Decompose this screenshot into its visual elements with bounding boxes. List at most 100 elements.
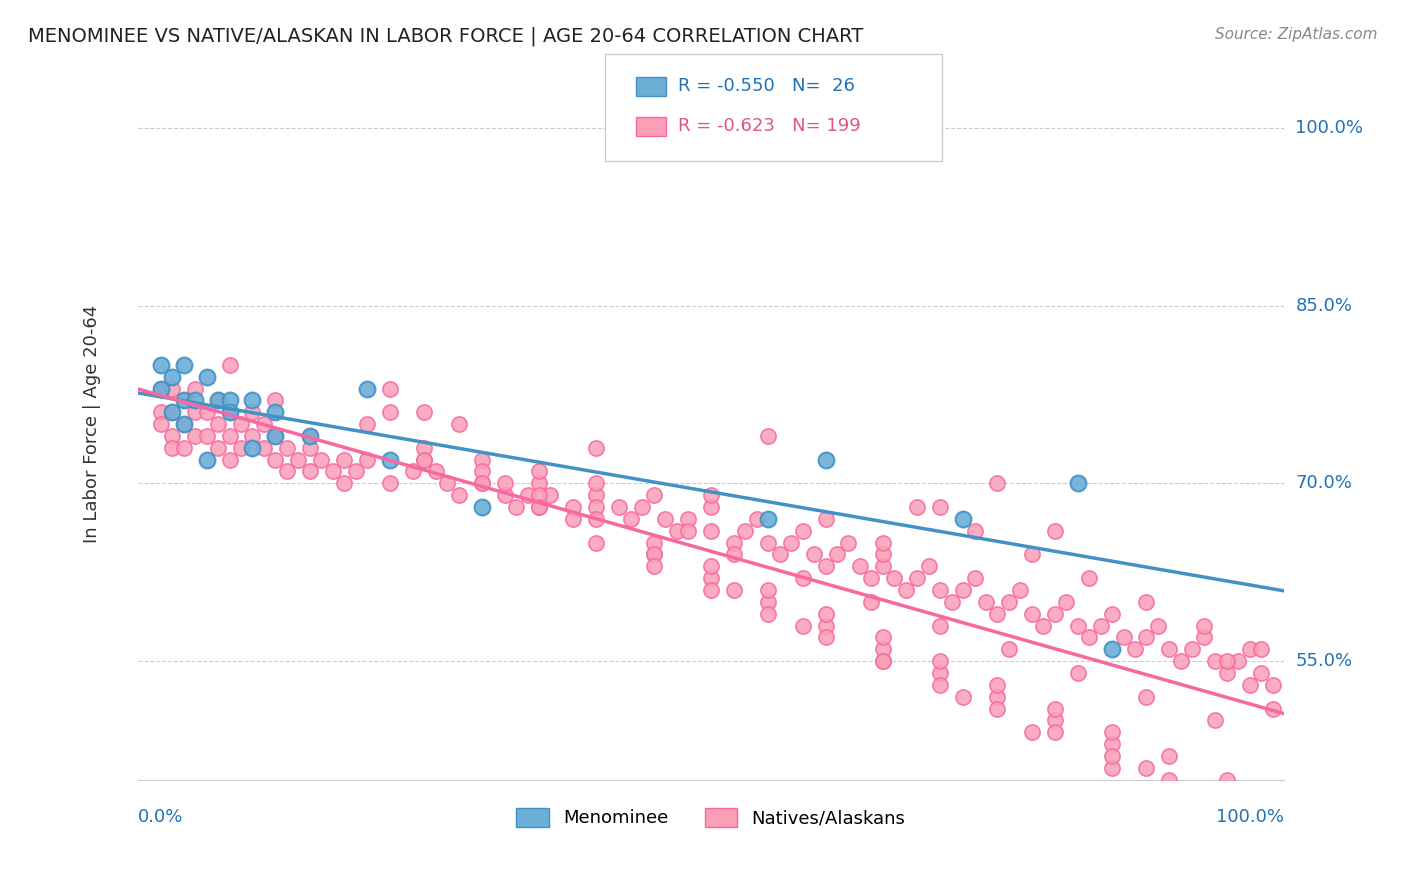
Point xyxy=(1135,595,1157,609)
Point xyxy=(195,452,218,467)
Point xyxy=(756,535,779,549)
Point xyxy=(298,429,321,443)
Point xyxy=(643,548,665,562)
Point xyxy=(700,500,723,514)
Point xyxy=(585,512,607,526)
Point xyxy=(872,631,894,645)
Point xyxy=(1021,725,1043,739)
Point xyxy=(1239,678,1261,692)
Point xyxy=(184,405,207,419)
Point xyxy=(860,571,883,585)
Point xyxy=(149,382,172,396)
Point xyxy=(1101,737,1123,751)
Point xyxy=(756,595,779,609)
Point xyxy=(527,500,550,514)
Point xyxy=(1215,665,1237,680)
Point xyxy=(162,405,184,419)
Point xyxy=(1250,820,1272,834)
Point xyxy=(1043,725,1066,739)
Point xyxy=(413,441,436,455)
Point xyxy=(585,488,607,502)
Point xyxy=(849,559,872,574)
Point xyxy=(149,405,172,419)
Point xyxy=(378,476,401,491)
Point xyxy=(242,393,264,408)
Point xyxy=(1261,701,1284,715)
Point xyxy=(986,476,1008,491)
Point xyxy=(1066,476,1088,491)
Point xyxy=(195,369,218,384)
Point xyxy=(1043,524,1066,538)
Point xyxy=(1101,725,1123,739)
Point xyxy=(825,548,848,562)
Point xyxy=(527,465,550,479)
Point xyxy=(745,512,768,526)
Point xyxy=(1192,618,1215,632)
Point xyxy=(378,382,401,396)
Point xyxy=(207,417,229,431)
Text: 85.0%: 85.0% xyxy=(1295,296,1353,315)
Point xyxy=(207,441,229,455)
Point xyxy=(264,452,287,467)
Point xyxy=(149,382,172,396)
Point xyxy=(505,500,527,514)
Point xyxy=(173,358,195,372)
Point xyxy=(1215,772,1237,787)
Point xyxy=(1090,618,1112,632)
Point xyxy=(872,642,894,657)
Point xyxy=(769,548,792,562)
Text: 70.0%: 70.0% xyxy=(1295,475,1353,492)
Point xyxy=(986,607,1008,621)
Point xyxy=(929,618,952,632)
Point xyxy=(425,465,447,479)
Point xyxy=(309,452,332,467)
Point xyxy=(734,524,756,538)
Point xyxy=(413,452,436,467)
Point xyxy=(276,465,298,479)
Point xyxy=(242,405,264,419)
Point xyxy=(756,607,779,621)
Point xyxy=(814,631,837,645)
Point xyxy=(1043,607,1066,621)
Text: MENOMINEE VS NATIVE/ALASKAN IN LABOR FORCE | AGE 20-64 CORRELATION CHART: MENOMINEE VS NATIVE/ALASKAN IN LABOR FOR… xyxy=(28,27,863,46)
Point xyxy=(643,535,665,549)
Point xyxy=(1215,797,1237,811)
Point xyxy=(1250,642,1272,657)
Point xyxy=(494,476,516,491)
Point xyxy=(527,476,550,491)
Point xyxy=(756,429,779,443)
Point xyxy=(264,429,287,443)
Point xyxy=(447,488,470,502)
Point xyxy=(1135,631,1157,645)
Text: Source: ZipAtlas.com: Source: ZipAtlas.com xyxy=(1215,27,1378,42)
Point xyxy=(173,393,195,408)
Point xyxy=(527,500,550,514)
Point xyxy=(872,654,894,668)
Point xyxy=(1170,654,1192,668)
Point xyxy=(173,417,195,431)
Point xyxy=(229,441,252,455)
Point xyxy=(1204,714,1226,728)
Point xyxy=(333,476,356,491)
Point xyxy=(1101,607,1123,621)
Point xyxy=(218,452,240,467)
Point xyxy=(700,524,723,538)
Point xyxy=(184,393,207,408)
Point xyxy=(1101,748,1123,763)
Point xyxy=(1078,631,1101,645)
Point xyxy=(1054,595,1077,609)
Point xyxy=(643,548,665,562)
Point xyxy=(287,452,309,467)
Point xyxy=(1227,820,1250,834)
Point xyxy=(471,476,494,491)
Point xyxy=(1135,690,1157,704)
Point xyxy=(356,452,378,467)
Point xyxy=(1215,654,1237,668)
Legend: Menominee, Natives/Alaskans: Menominee, Natives/Alaskans xyxy=(509,801,912,835)
Point xyxy=(1159,784,1181,798)
Point xyxy=(1250,665,1272,680)
Point xyxy=(1010,582,1032,597)
Point xyxy=(1181,797,1204,811)
Point xyxy=(1066,618,1088,632)
Point xyxy=(860,595,883,609)
